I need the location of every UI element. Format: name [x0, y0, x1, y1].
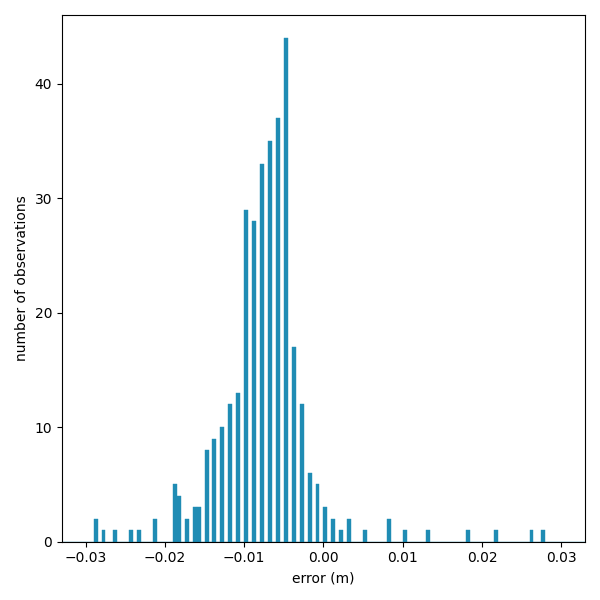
Bar [101, 530, 106, 542]
Bar [94, 519, 98, 542]
Bar [220, 427, 224, 542]
Bar [316, 484, 319, 542]
Bar [427, 530, 430, 542]
Bar [530, 530, 533, 542]
Bar [113, 530, 118, 542]
Bar [403, 530, 407, 542]
Bar [244, 209, 248, 542]
Bar [268, 141, 272, 542]
Bar [153, 519, 157, 542]
Bar [260, 164, 264, 542]
Bar [541, 530, 545, 542]
Bar [129, 530, 133, 542]
Bar [299, 404, 304, 542]
Bar [323, 508, 328, 542]
Bar [205, 450, 209, 542]
Bar [212, 439, 217, 542]
Bar [197, 508, 200, 542]
Bar [284, 38, 288, 542]
Bar [308, 473, 311, 542]
Bar [252, 221, 256, 542]
Bar [193, 508, 197, 542]
Bar [494, 530, 498, 542]
Bar [185, 519, 189, 542]
Bar [276, 118, 280, 542]
Bar [229, 404, 232, 542]
Bar [340, 530, 343, 542]
Bar [236, 393, 240, 542]
Bar [292, 347, 296, 542]
Bar [137, 530, 141, 542]
Bar [363, 530, 367, 542]
Bar [347, 519, 351, 542]
Bar [177, 496, 181, 542]
Y-axis label: number of observations: number of observations [15, 196, 29, 361]
X-axis label: error (m): error (m) [292, 571, 355, 585]
Bar [387, 519, 391, 542]
Bar [331, 519, 335, 542]
Bar [173, 484, 177, 542]
Bar [466, 530, 470, 542]
